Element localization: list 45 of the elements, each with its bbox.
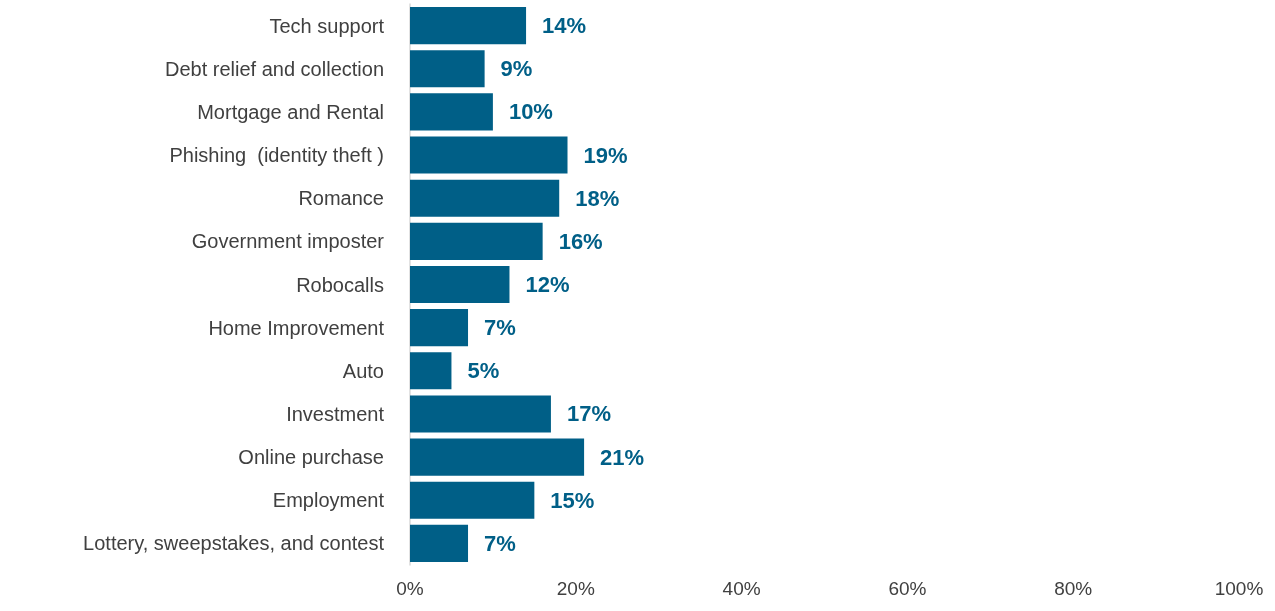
data-label: 14% <box>542 13 587 39</box>
data-label: 15% <box>550 487 595 513</box>
y-tick-label: Auto <box>342 359 384 382</box>
bar <box>410 179 560 217</box>
y-tick-label: Employment <box>272 489 385 512</box>
data-label: 21% <box>600 444 645 470</box>
bar <box>410 481 535 519</box>
bar <box>410 7 527 45</box>
y-tick-label: Mortgage and Rental <box>197 100 384 123</box>
x-tick-label: 100% <box>1214 578 1264 599</box>
data-label: 17% <box>566 401 611 427</box>
bar <box>410 438 585 476</box>
bar <box>410 309 469 347</box>
data-label: 16% <box>558 228 603 254</box>
y-tick-label: Lottery, sweepstakes, and contest <box>83 532 385 555</box>
bar <box>410 136 568 174</box>
y-tick-label: Robocalls <box>296 273 384 296</box>
x-tick-label: 80% <box>1054 578 1093 599</box>
bar <box>410 352 452 390</box>
y-tick-label: Home Improvement <box>208 316 385 339</box>
y-tick-label: Debt relief and collection <box>164 57 384 80</box>
data-label: 9% <box>500 56 533 82</box>
bar <box>410 93 493 131</box>
y-tick-label: Investment <box>286 402 385 425</box>
bar <box>410 395 551 433</box>
x-tick-label: 20% <box>556 578 595 599</box>
y-tick-label: Tech support <box>269 14 385 37</box>
y-tick-label: Government imposter <box>191 230 385 253</box>
data-label: 18% <box>575 185 620 211</box>
bar <box>410 524 469 562</box>
bar <box>410 222 543 260</box>
y-tick-label: Online purchase <box>238 446 384 469</box>
bar <box>410 265 510 304</box>
data-label: 7% <box>484 315 516 341</box>
data-label: 12% <box>525 272 570 297</box>
y-tick-label: Phishing (identity theft ) <box>169 144 384 167</box>
data-label: 19% <box>583 142 628 168</box>
data-label: 10% <box>508 99 553 125</box>
x-tick-label: 60% <box>888 578 927 599</box>
bar <box>410 50 485 88</box>
x-tick-label: 0% <box>396 578 424 599</box>
data-label: 5% <box>467 358 500 384</box>
y-tick-label: Romance <box>298 187 384 210</box>
data-label: 7% <box>484 530 516 556</box>
x-tick-label: 40% <box>722 578 761 599</box>
